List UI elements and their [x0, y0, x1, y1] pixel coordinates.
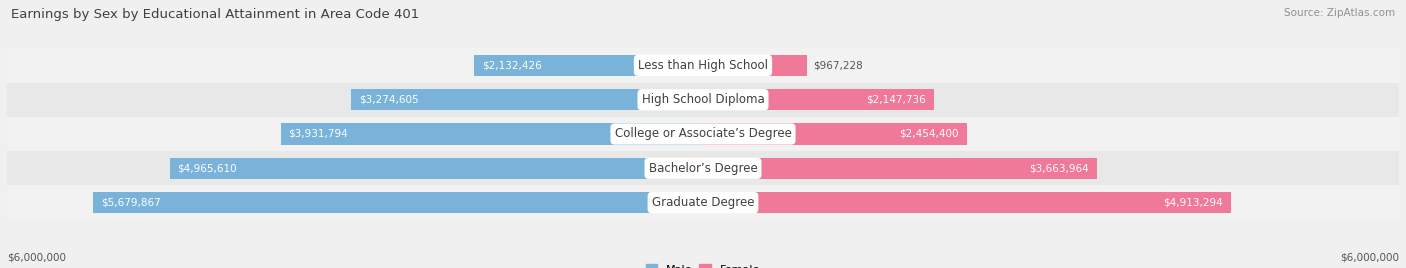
- Text: Graduate Degree: Graduate Degree: [652, 196, 754, 209]
- Text: $5,679,867: $5,679,867: [101, 198, 160, 208]
- Text: $3,931,794: $3,931,794: [288, 129, 349, 139]
- Text: High School Diploma: High School Diploma: [641, 93, 765, 106]
- Bar: [474, 55, 703, 76]
- Text: $2,454,400: $2,454,400: [900, 129, 959, 139]
- Bar: [7, 185, 1399, 220]
- Text: Bachelor’s Degree: Bachelor’s Degree: [648, 162, 758, 175]
- Text: Less than High School: Less than High School: [638, 59, 768, 72]
- Bar: [7, 83, 1399, 117]
- Text: $4,965,610: $4,965,610: [177, 163, 238, 173]
- Text: $2,132,426: $2,132,426: [482, 60, 541, 70]
- Bar: [703, 55, 807, 76]
- Text: $6,000,000: $6,000,000: [7, 253, 66, 263]
- Text: $3,274,605: $3,274,605: [359, 95, 419, 105]
- Bar: [170, 158, 703, 179]
- Text: College or Associate’s Degree: College or Associate’s Degree: [614, 128, 792, 140]
- Bar: [703, 89, 934, 110]
- Bar: [7, 48, 1399, 83]
- Bar: [281, 123, 703, 145]
- Bar: [703, 158, 1097, 179]
- Bar: [352, 89, 703, 110]
- Legend: Male, Female: Male, Female: [641, 260, 765, 268]
- Text: $4,913,294: $4,913,294: [1163, 198, 1223, 208]
- Bar: [7, 117, 1399, 151]
- Text: $2,147,736: $2,147,736: [866, 95, 927, 105]
- Text: $6,000,000: $6,000,000: [1340, 253, 1399, 263]
- Bar: [703, 192, 1230, 213]
- Text: $3,663,964: $3,663,964: [1029, 163, 1088, 173]
- Bar: [7, 151, 1399, 185]
- Text: Source: ZipAtlas.com: Source: ZipAtlas.com: [1284, 8, 1395, 18]
- Bar: [93, 192, 703, 213]
- Bar: [703, 123, 966, 145]
- Text: Earnings by Sex by Educational Attainment in Area Code 401: Earnings by Sex by Educational Attainmen…: [11, 8, 419, 21]
- Text: $967,228: $967,228: [813, 60, 863, 70]
